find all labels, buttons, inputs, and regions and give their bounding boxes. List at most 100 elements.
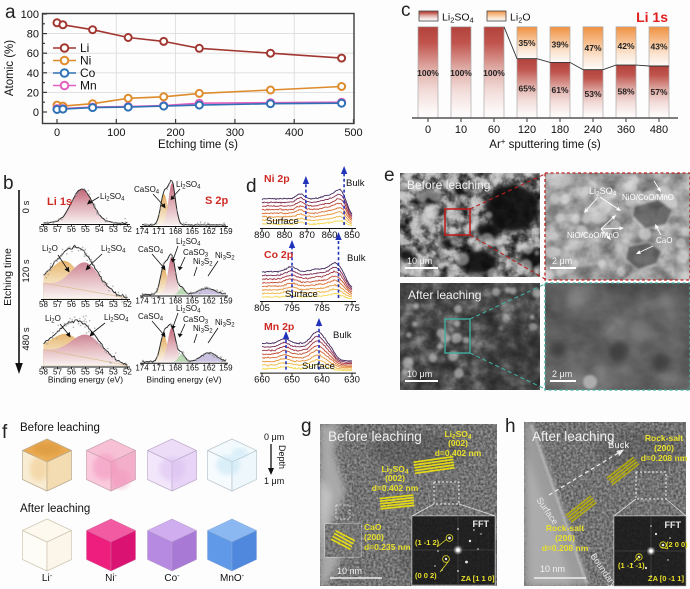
svg-text:10 μm: 10 μm [407, 256, 432, 266]
svg-text:ZA [1 1 0]: ZA [1 1 0] [461, 574, 495, 583]
svg-text:56: 56 [67, 225, 76, 234]
svg-text:480 s: 480 s [21, 327, 32, 350]
svg-text:56: 56 [67, 300, 76, 309]
svg-text:S 2p: S 2p [205, 195, 229, 207]
svg-text:660: 660 [254, 375, 270, 386]
svg-text:Li 1s: Li 1s [636, 9, 668, 25]
svg-text:10 nm: 10 nm [540, 564, 565, 574]
svg-text:Li2SO4: Li2SO4 [104, 313, 129, 324]
svg-text:(1 -1 -1): (1 -1 -1) [618, 561, 645, 570]
svg-text:120 s: 120 s [21, 259, 32, 282]
svg-text:Rock-salt: Rock-salt [645, 433, 683, 443]
svg-text:55: 55 [81, 225, 90, 234]
svg-text:0 μm: 0 μm [264, 432, 284, 442]
svg-text:Ni3S2: Ni3S2 [193, 257, 213, 268]
svg-text:0: 0 [425, 124, 431, 136]
svg-text:b: b [3, 173, 14, 194]
svg-text:After leaching: After leaching [20, 503, 90, 515]
svg-text:56: 56 [67, 368, 76, 377]
svg-text:168: 168 [169, 364, 183, 373]
svg-text:52: 52 [123, 300, 132, 309]
svg-text:Binding energy (eV): Binding energy (eV) [48, 375, 123, 385]
svg-text:Li-: Li- [42, 573, 53, 584]
svg-text:After leaching: After leaching [532, 429, 615, 444]
svg-text:Ni3S2: Ni3S2 [215, 251, 235, 262]
svg-text:58: 58 [39, 368, 48, 377]
svg-text:Etching time: Etching time [2, 248, 14, 306]
svg-text:Li2O: Li2O [45, 314, 61, 325]
svg-text:Mn 2p: Mn 2p [264, 321, 294, 333]
svg-text:CaSO4: CaSO4 [134, 185, 160, 196]
svg-text:60: 60 [27, 48, 39, 60]
svg-text:159: 159 [219, 364, 233, 373]
svg-text:Li2SO4: Li2SO4 [176, 180, 201, 191]
svg-text:Before leaching: Before leaching [407, 178, 490, 192]
svg-text:47%: 47% [584, 43, 601, 53]
svg-text:54: 54 [95, 225, 104, 234]
svg-text:d=0.402 nm: d=0.402 nm [435, 448, 482, 458]
svg-text:174: 174 [135, 297, 149, 306]
svg-text:240: 240 [584, 124, 602, 136]
svg-text:171: 171 [152, 364, 166, 373]
svg-text:55: 55 [81, 300, 90, 309]
svg-text:100: 100 [107, 127, 125, 139]
svg-text:2 μm: 2 μm [552, 369, 572, 379]
svg-text:58%: 58% [617, 87, 634, 97]
svg-text:775: 775 [344, 303, 360, 314]
svg-text:53: 53 [109, 368, 118, 377]
svg-text:(002): (002) [385, 473, 405, 483]
svg-text:159: 159 [219, 297, 233, 306]
svg-text:174: 174 [135, 227, 149, 236]
svg-text:400: 400 [285, 127, 303, 139]
svg-text:35%: 35% [518, 38, 535, 48]
svg-text:CaSO4: CaSO4 [138, 245, 164, 256]
svg-text:100%: 100% [483, 68, 505, 78]
svg-text:42%: 42% [617, 41, 634, 51]
svg-text:Ni 2p: Ni 2p [264, 173, 290, 185]
svg-text:Mn: Mn [80, 79, 97, 93]
svg-text:640: 640 [314, 375, 330, 386]
svg-text:500: 500 [344, 127, 362, 139]
svg-text:53: 53 [109, 225, 118, 234]
svg-text:Ni-: Ni- [105, 573, 117, 584]
svg-text:120: 120 [518, 124, 536, 136]
svg-text:43%: 43% [650, 41, 667, 51]
svg-text:Ni3S2: Ni3S2 [193, 324, 213, 335]
svg-text:80: 80 [27, 29, 39, 41]
svg-text:Li: Li [80, 41, 89, 55]
svg-text:Before leaching: Before leaching [20, 422, 100, 434]
svg-text:d=0.208 nm: d=0.208 nm [641, 453, 688, 463]
svg-text:Li2SO4: Li2SO4 [442, 12, 474, 25]
svg-text:1 μm: 1 μm [264, 476, 284, 486]
svg-text:165: 165 [186, 227, 200, 236]
svg-text:805: 805 [254, 303, 270, 314]
svg-text:h: h [505, 416, 516, 437]
svg-text:(2 0 0): (2 0 0) [666, 540, 688, 549]
svg-text:168: 168 [169, 227, 183, 236]
svg-text:100: 100 [21, 9, 39, 21]
svg-text:57: 57 [53, 300, 62, 309]
svg-text:300: 300 [226, 127, 244, 139]
svg-text:10 μm: 10 μm [407, 369, 432, 379]
svg-text:54: 54 [95, 368, 104, 377]
svg-text:10 nm: 10 nm [337, 566, 362, 576]
svg-text:Rock-salt: Rock-salt [546, 523, 584, 533]
svg-text:Li2SO4: Li2SO4 [444, 429, 471, 441]
svg-text:e: e [384, 165, 395, 186]
svg-text:FFT: FFT [665, 520, 682, 530]
svg-text:Ni3S2: Ni3S2 [215, 318, 235, 329]
svg-text:57: 57 [53, 368, 62, 377]
svg-text:55: 55 [81, 368, 90, 377]
svg-text:171: 171 [152, 227, 166, 236]
svg-text:Co: Co [80, 66, 96, 80]
svg-text:174: 174 [135, 364, 149, 373]
svg-text:CaSO3: CaSO3 [183, 248, 209, 259]
svg-text:630: 630 [344, 375, 360, 386]
svg-text:0 s: 0 s [21, 200, 32, 213]
svg-text:100%: 100% [417, 68, 439, 78]
svg-text:Li 1s: Li 1s [47, 196, 72, 208]
svg-text:Bulk: Bulk [333, 330, 352, 341]
svg-text:Co 2p: Co 2p [264, 249, 293, 261]
svg-text:53: 53 [109, 300, 118, 309]
svg-text:Li2SO4: Li2SO4 [101, 244, 126, 255]
